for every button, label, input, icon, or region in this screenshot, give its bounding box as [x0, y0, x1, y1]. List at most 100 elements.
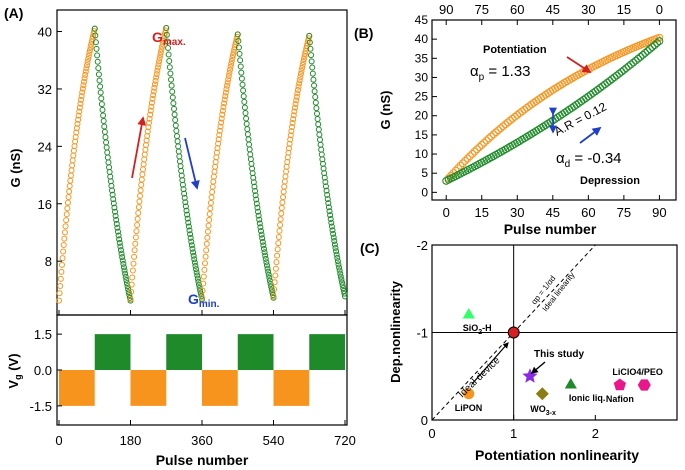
potentiation-point — [293, 97, 300, 104]
depression-point — [119, 257, 126, 264]
potentiation-point — [132, 240, 139, 247]
depression-point — [117, 247, 124, 254]
potentiation-point — [302, 50, 309, 57]
depression-point — [332, 244, 339, 251]
voltage-pulse-block — [58, 370, 95, 406]
potentiation-point — [59, 255, 66, 262]
depression-point — [563, 107, 571, 116]
point-label: WO3-x — [530, 404, 556, 417]
depression-point — [650, 41, 659, 49]
marker-triangle — [462, 308, 475, 319]
depression-point — [263, 262, 270, 269]
depression-point — [185, 223, 192, 230]
potentiation-point — [234, 33, 241, 40]
potentiation-point — [293, 93, 300, 100]
potentiation-point — [75, 112, 82, 119]
depression-point — [266, 274, 273, 281]
potentiation-point — [158, 46, 165, 53]
potentiation-point — [202, 253, 209, 260]
panel-c-data: SiO2-H LiPON WO3-x Ionic liq. Nafion LiClO4/P… — [455, 308, 663, 417]
potentiation-point — [151, 84, 158, 91]
depression-point — [322, 179, 329, 186]
depression-point — [319, 156, 326, 163]
depression-point — [120, 260, 127, 267]
potentiation-point — [145, 124, 152, 131]
depression-point — [306, 39, 313, 46]
potentiation-point — [466, 152, 474, 161]
depression-point — [243, 120, 250, 127]
potentiation-point — [57, 282, 64, 289]
depression-point — [105, 159, 112, 166]
potentiation-point — [140, 161, 147, 168]
potentiation-point — [84, 59, 91, 66]
top-x-tick-label: 75 — [475, 2, 489, 17]
potentiation-point — [299, 64, 306, 71]
depression-point — [169, 94, 176, 101]
depression-point — [318, 151, 325, 158]
depression-point — [237, 63, 244, 70]
depression-point — [182, 203, 189, 210]
depression-point — [164, 38, 171, 45]
depression-point — [333, 251, 340, 258]
depression-point — [260, 245, 267, 252]
depression-point — [96, 77, 103, 84]
depression-point — [122, 270, 129, 277]
potentiation-point — [227, 63, 234, 70]
potentiation-point — [56, 290, 63, 297]
depression-point — [165, 51, 172, 58]
depression-point — [328, 219, 335, 226]
depression-point — [93, 45, 100, 52]
depression-point — [339, 279, 346, 286]
potentiation-point — [203, 247, 210, 254]
depression-point — [263, 259, 270, 266]
depression-point — [192, 262, 199, 269]
this-study-label: This study — [534, 349, 584, 360]
potentiation-point — [145, 119, 152, 126]
panel-b-data — [442, 33, 664, 185]
potentiation-point — [539, 92, 548, 101]
panel-a-bottom-axes: -1.5 0.0 1.5 0 180 360 540 720 — [30, 327, 356, 448]
x-tick-label: 180 — [120, 433, 142, 448]
depression-point — [175, 143, 182, 150]
top-x-tick-label: 15 — [617, 2, 631, 17]
potentiation-point — [209, 189, 216, 196]
depression-point — [262, 255, 269, 262]
y-tick-label: -1.5 — [30, 399, 52, 414]
potentiation-point — [130, 260, 137, 267]
depression-point — [570, 102, 579, 111]
depression-point — [187, 234, 194, 241]
depression-point — [92, 32, 99, 39]
potentiation-point — [85, 52, 92, 59]
depression-point — [268, 286, 275, 293]
depression-point — [109, 187, 116, 194]
potentiation-point — [461, 156, 470, 165]
depression-point — [265, 271, 272, 278]
potentiation-point — [88, 38, 95, 45]
potentiation-point — [274, 246, 281, 253]
gmin-label: Gmin. — [188, 291, 220, 310]
depression-point — [252, 192, 259, 199]
potentiation-point — [299, 61, 306, 68]
potentiation-point — [222, 93, 229, 100]
potentiation-point — [147, 111, 154, 118]
potentiation-point — [58, 261, 65, 268]
y-tick-label: -1 — [416, 326, 428, 341]
potentiation-point — [537, 93, 545, 102]
potentiation-point — [85, 55, 92, 62]
potentiation-point — [278, 210, 285, 217]
potentiation-point — [208, 194, 215, 201]
y-tick-label: 32 — [38, 82, 52, 97]
depression-point — [97, 89, 104, 96]
potentiation-point — [146, 115, 153, 122]
depression-point — [177, 163, 184, 170]
x-tick-label: 75 — [617, 205, 631, 220]
depression-point — [95, 71, 102, 78]
potentiation-point — [230, 49, 237, 56]
depression-point — [335, 261, 342, 268]
potentiation-point — [212, 163, 219, 170]
potentiation-point — [134, 221, 141, 228]
depression-point — [331, 241, 338, 248]
y-tick-label: 16 — [38, 197, 52, 212]
potentiation-point — [220, 104, 227, 111]
depression-point — [259, 235, 266, 242]
